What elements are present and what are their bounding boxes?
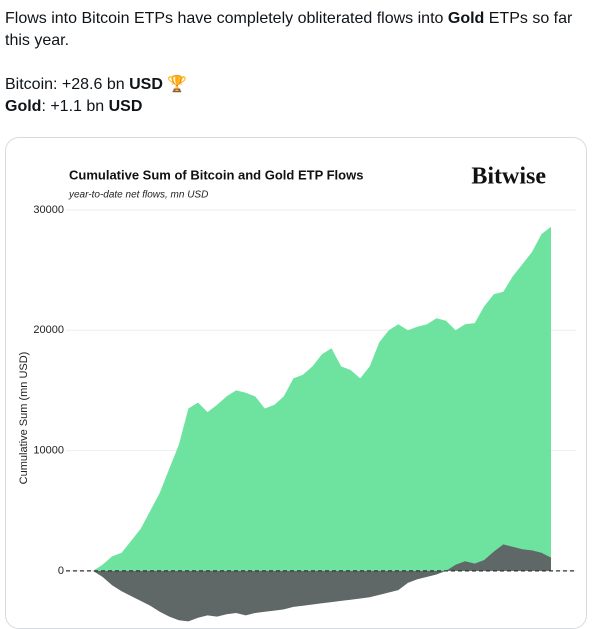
brand-logo: Bitwise	[471, 164, 546, 190]
page: Flows into Bitcoin ETPs have completely …	[5, 8, 587, 629]
tweet-line: Flows into Bitcoin ETPs have completely …	[5, 8, 585, 52]
chart-title: Cumulative Sum of Bitcoin and Gold ETP F…	[69, 167, 363, 182]
y-axis-label: Cumulative Sum (mn USD)	[18, 352, 30, 485]
y-tick-label: 20000	[33, 324, 64, 336]
bold-text: Gold	[447, 10, 485, 27]
chart: Cumulative Sum of Bitcoin and Gold ETP F…	[18, 164, 576, 622]
area	[93, 226, 551, 571]
spacer	[5, 52, 585, 74]
bold-text: USD	[129, 76, 163, 93]
bold-text: USD	[108, 98, 143, 115]
y-tick-label: 30000	[33, 204, 64, 216]
text: Bitcoin: +28.6 bn	[5, 76, 130, 93]
text: Flows into Bitcoin ETPs have completely …	[5, 10, 448, 27]
text: ETPs so far this year.	[5, 10, 573, 49]
media-card[interactable]: Cumulative Sum of Bitcoin and Gold ETP F…	[5, 137, 587, 629]
tweet-line: Bitcoin: +28.6 bn USD 🏆	[5, 74, 585, 96]
bold-text: Gold	[5, 98, 42, 115]
area	[93, 544, 551, 622]
chart-subtitle: year-to-date net flows, mn USD	[68, 190, 208, 201]
y-tick-label: 0	[58, 565, 64, 577]
text: : +1.1 bn	[41, 98, 109, 115]
emoji: 🏆	[162, 76, 188, 93]
tweet-line: Gold: +1.1 bn USD	[5, 96, 585, 118]
tweet-text: Flows into Bitcoin ETPs have completely …	[5, 8, 585, 118]
y-tick-label: 10000	[33, 444, 64, 456]
